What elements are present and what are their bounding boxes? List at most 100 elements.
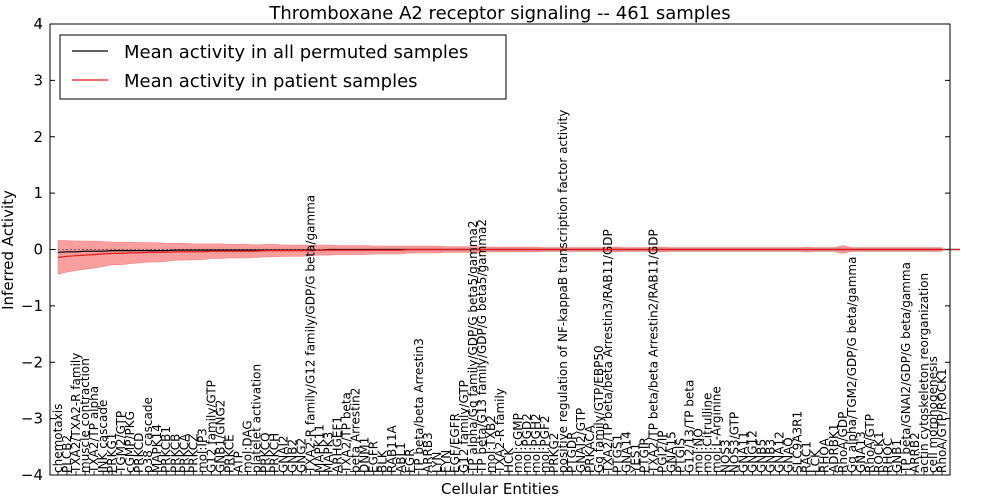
x-tick-label: MAPK11: [313, 424, 327, 473]
x-tick-label: PRKCQ: [259, 432, 273, 473]
legend-label-permuted: Mean activity in all permuted samples: [124, 42, 468, 63]
legend-label-patient: Mean activity in patient samples: [124, 71, 418, 92]
x-tick-label: mol:NO: [691, 428, 705, 473]
x-tick-label: BLK: [376, 449, 390, 473]
x-tick-label: ARRB2: [908, 432, 922, 473]
x-tick-label: GNG2: [295, 438, 309, 473]
x-tick-label: GNA12: [773, 431, 787, 473]
x-tick-label: positive regulation of NF-kappaB transcr…: [556, 110, 570, 473]
y-ticks: −4 −3 −2 −1 0 1 2 3 4: [21, 15, 950, 484]
x-tick-label: cell morphogenesis: [926, 356, 940, 473]
x-tick-label: LYN: [430, 452, 444, 473]
x-tick-label: G12 family/GTP: [457, 380, 471, 473]
y-tick-label: 3: [33, 71, 43, 89]
chart-title: Thromboxane A2 receptor signaling -- 461…: [268, 3, 730, 24]
x-tick-label: TGM2/GTP: [114, 411, 128, 474]
x-tick-label: TXA2/TXA2-R family: [69, 353, 83, 474]
x-tick-label: FGR: [403, 448, 417, 473]
x-tick-label: SLC9A3R1: [791, 411, 805, 473]
legend: Mean activity in all permuted samples Me…: [59, 34, 507, 100]
x-tick-label: PRKCE: [222, 434, 236, 473]
x-tick-label: TP alpha/Gq family/GDP/G beta5/gamma2: [466, 220, 480, 474]
x-tick-label: GNAQ: [782, 437, 796, 473]
x-tick-label: chemotaxis: [51, 404, 65, 473]
x-axis-label: Cellular Entities: [441, 480, 559, 498]
x-tick-label: mol:IP3: [195, 428, 209, 473]
x-tick-label: TXA2/TP beta/beta Arrestin3/RAB11/GDP: [601, 229, 615, 474]
x-tick-label: mol:PGH2: [529, 413, 543, 473]
x-tick-label: PRKG1: [105, 433, 119, 473]
x-tick-label: HCK: [502, 447, 516, 473]
series-lines: [50, 248, 960, 258]
x-tick-label: RhoA/GTP: [863, 414, 877, 473]
x-tick-label: NOS3: [719, 439, 733, 473]
y-tick-label: 4: [33, 15, 43, 33]
x-tick-label: GNA15: [664, 431, 678, 473]
x-tick-label: G12/13/TP beta: [682, 380, 696, 473]
x-tick-label: GNB3: [764, 439, 778, 473]
x-tick-label: mol:DAG: [240, 420, 254, 473]
x-tick-label: TXA2-R family: [493, 388, 507, 474]
x-tick-label: MAPK3: [322, 432, 336, 473]
x-tick-label: mol:Citrulline: [701, 393, 715, 473]
x-tick-label: RHOC: [881, 438, 895, 473]
x-tick-label: PTGIS: [673, 438, 687, 473]
x-tick-label: mol:TXB2: [484, 415, 498, 473]
x-tick-label: PRKG2: [547, 433, 561, 473]
x-tick-label: RAC1: [800, 441, 814, 473]
x-tick-label: PRKCB1: [159, 426, 173, 473]
x-tick-label: PTGDR: [565, 432, 579, 473]
x-tick-label: EGF/EGFR: [448, 413, 462, 473]
x-tick-label: TP beta/G13 family/GDP/G beta5/gamma2: [475, 219, 489, 474]
x-tick-label: LCK: [809, 449, 823, 473]
x-tick-label: PGI2/IP: [655, 430, 669, 473]
x-tick-label: G12 family/GTP: [204, 380, 218, 473]
x-tick-label: NOS3/GTP: [728, 412, 742, 473]
x-tick-label: PRKCA: [177, 433, 191, 473]
x-tick-label: FYN: [439, 450, 453, 473]
x-tick-label: MAPK14: [150, 424, 164, 473]
x-tick-label: PRKCZ: [186, 434, 200, 473]
y-tick-label: −2: [21, 353, 43, 371]
x-tick-label: GNB1: [890, 439, 904, 473]
patient-mean-line: [57, 248, 960, 258]
x-tick-label: actin cytoskeleton reorganization: [917, 273, 931, 473]
x-tick-label: DNM1: [358, 437, 372, 473]
x-tick-label: muscle contraction: [78, 358, 92, 473]
x-tick-label: platelet activation: [249, 364, 263, 473]
y-tick-label: −1: [21, 297, 43, 315]
x-tick-label: TXA2-R family/G12 family/GDP/G beta/gamm…: [304, 195, 318, 474]
x-tick-label: EGFR: [367, 441, 381, 473]
x-tick-label: mol:L-Arginine: [710, 386, 724, 473]
legend-box: [59, 34, 507, 100]
x-tick-label: Gq family/GTP/EBP50: [592, 345, 606, 473]
x-tick-label: ARHGEF1: [331, 416, 345, 473]
x-tick-label: GNB1/GNG2: [213, 400, 227, 473]
y-tick-label: 1: [33, 184, 43, 202]
y-tick-label: −3: [21, 410, 43, 428]
x-tick-label: JNK cascade: [96, 400, 110, 474]
x-tick-label: PRKCB: [168, 434, 182, 473]
x-tick-label: ARRB3: [421, 432, 435, 473]
y-tick-label: −4: [21, 466, 43, 484]
x-tick-label: PRKCH: [268, 433, 282, 473]
x-tick-label: mol:PGF2: [538, 416, 552, 473]
x-tick-label: PRKACA: [583, 424, 597, 473]
x-tick-label: ROCK1: [872, 431, 886, 473]
x-tick-label: ABL1: [394, 442, 408, 473]
x-tick-label: cGMP/PKG: [123, 411, 137, 473]
x-tick-label: GNAI2: [277, 435, 291, 473]
x-tick-label: TXA2/TP alpha: [87, 386, 101, 474]
x-tick-label: TP beta/GNAI2/GDP/G beta/gamma: [899, 262, 913, 474]
x-tick-label: RhoA/GDP: [836, 412, 850, 473]
x-tick-label: PRKCD: [132, 433, 146, 473]
x-tick-label: TXA2/TP beta: [340, 392, 354, 474]
x-tick-label: RAB11A: [385, 424, 399, 473]
x-tick-label: ADRBK1: [827, 423, 841, 473]
y-tick-label: 2: [33, 128, 43, 146]
x-tick-label: PTGIR: [637, 437, 651, 473]
x-tick-label: p38 cascade: [141, 397, 155, 473]
x-tick-label: RHOA: [818, 437, 832, 473]
x-tick-label: GNB5: [755, 439, 769, 473]
